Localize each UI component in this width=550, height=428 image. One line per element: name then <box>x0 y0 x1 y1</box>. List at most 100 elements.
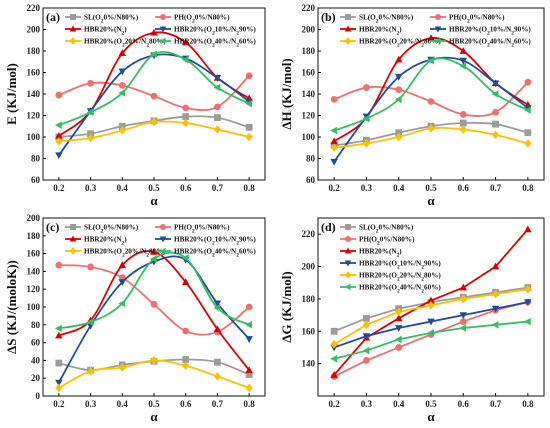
x-tick-label: 0.6 <box>458 183 470 193</box>
x-tick-label: 0.5 <box>148 183 160 193</box>
legend-marker-ph <box>345 236 351 242</box>
series-o240 <box>330 317 531 363</box>
data-point-o210-7 <box>524 299 532 307</box>
data-point-n2-3 <box>118 261 127 269</box>
legend-marker-o220 <box>69 247 77 255</box>
data-point-o220-1 <box>55 137 63 146</box>
legend-marker-sl <box>70 224 76 230</box>
x-tick-label: 0.8 <box>244 399 256 409</box>
data-point-o240-4 <box>427 56 434 65</box>
x-tick-label: 0.4 <box>393 399 405 409</box>
data-point-ph-7 <box>245 303 253 311</box>
data-point-o240-4 <box>150 255 157 263</box>
data-point-o220-7 <box>245 383 253 393</box>
data-point-o220-2 <box>87 366 95 376</box>
data-point-n2-3 <box>118 49 127 57</box>
y-tick-label: 220 <box>27 3 41 13</box>
data-point-o210-3 <box>394 73 403 81</box>
legend-marker-o210 <box>344 260 352 267</box>
chart-panel-4: 0.2 0.3 0.4 0.5 0.6 0.7 0.8 140 160 180 200 220 α ΔG … <box>279 217 545 424</box>
data-point-o240-6 <box>213 304 221 312</box>
legend-entry-label: SL(O20%/N80%) <box>84 14 139 25</box>
x-tick-label: 0.7 <box>490 183 502 193</box>
data-point-o210-1 <box>55 152 63 160</box>
y-tick-label: 60 <box>31 338 41 348</box>
data-point-o220-7 <box>245 132 253 142</box>
data-point-n2-5 <box>459 283 468 291</box>
legend-marker-o210 <box>434 26 442 33</box>
series-ph <box>330 78 532 118</box>
data-point-o220-3 <box>395 132 403 142</box>
data-point-sl-7 <box>524 129 532 137</box>
data-point-sl-6 <box>492 120 499 128</box>
data-point-o220-4 <box>150 117 158 127</box>
series-o220 <box>330 124 532 152</box>
data-point-o220-6 <box>213 372 221 381</box>
y-tick-label: 160 <box>302 326 316 336</box>
legend-entry-label: HBR20%(N2) <box>84 236 127 247</box>
data-point-n2-5 <box>181 278 190 285</box>
x-tick-label: 0.7 <box>212 399 224 409</box>
data-point-o210-2 <box>362 333 371 341</box>
y-tick-label: 140 <box>302 359 316 369</box>
data-point-n2-6 <box>213 325 222 333</box>
legend-marker-o240 <box>344 283 351 291</box>
y-tick-label: 80 <box>306 154 316 164</box>
legend-entry-label: HBR20%(O210%/N290%) <box>174 236 256 247</box>
data-point-o220-6 <box>213 125 221 134</box>
data-point-sl-3 <box>118 122 126 130</box>
data-point-o240-5 <box>459 62 467 70</box>
x-tick-label: 0.4 <box>117 399 129 409</box>
panel-label: (b) <box>321 10 336 24</box>
legend-marker-n2 <box>344 25 352 32</box>
y-tick-label: 200 <box>27 213 41 223</box>
data-point-ph-3 <box>118 82 126 89</box>
data-point-o240-6 <box>491 90 499 98</box>
data-point-ph-6 <box>214 103 221 111</box>
data-point-o240-3 <box>118 299 126 308</box>
data-point-n2-3 <box>394 314 403 322</box>
data-point-o240-4 <box>150 50 157 58</box>
data-point-n2-4 <box>150 28 158 36</box>
legend-marker-o210 <box>159 26 167 33</box>
data-point-o210-1 <box>330 158 338 166</box>
data-point-o220-5 <box>459 294 467 304</box>
legend-marker-o220 <box>344 271 352 279</box>
data-point-ph-4 <box>150 92 158 100</box>
data-point-n2-1 <box>55 132 63 139</box>
legend-entry-label: HBR20%(N2) <box>359 248 402 259</box>
data-point-sl-2 <box>363 314 370 322</box>
data-point-o220-5 <box>182 361 190 370</box>
x-tick-label: 0.2 <box>53 183 65 193</box>
data-point-n2-1 <box>55 331 63 339</box>
x-tick-label: 0.3 <box>85 399 97 409</box>
data-point-o210-5 <box>459 57 468 65</box>
y-tick-label: 60 <box>306 175 316 185</box>
legend-entry-label: HBR20%(O210%/N290%) <box>174 26 256 37</box>
series-line-o240 <box>58 51 250 127</box>
panel-label: (d) <box>321 220 336 234</box>
data-point-o220-6 <box>492 130 500 140</box>
legend-entry-label: HBR20%(O240%/N260%) <box>174 248 256 259</box>
legend-marker-n2 <box>69 235 77 242</box>
y-tick-label: 200 <box>302 25 316 35</box>
data-point-ph-1 <box>55 261 63 269</box>
data-point-o240-4 <box>427 329 434 337</box>
series-o210 <box>55 255 253 387</box>
data-point-o240-7 <box>245 99 253 108</box>
data-point-o220-7 <box>524 139 532 148</box>
x-tick-label: 0.7 <box>490 399 502 409</box>
x-tick-label: 0.8 <box>244 183 256 193</box>
data-point-sl-5 <box>459 119 467 127</box>
data-point-ph-5 <box>182 327 190 335</box>
chart-panel-3: 0.2 0.3 0.4 0.5 0.6 0.7 0.8 0 20 40 60 80 100 120 140 1… <box>4 213 266 424</box>
y-tick-label: 120 <box>27 111 41 121</box>
legend-marker-n2 <box>344 247 352 254</box>
legend-marker-o240 <box>159 247 166 255</box>
data-point-o210-6 <box>213 300 222 308</box>
legend-entry-label: SL(O20%/N80%) <box>84 224 139 235</box>
y-tick-label: 160 <box>27 249 41 259</box>
legend-marker-sl <box>70 14 76 20</box>
x-tick-label: 0.4 <box>393 183 405 193</box>
series-line-o240 <box>333 57 529 132</box>
